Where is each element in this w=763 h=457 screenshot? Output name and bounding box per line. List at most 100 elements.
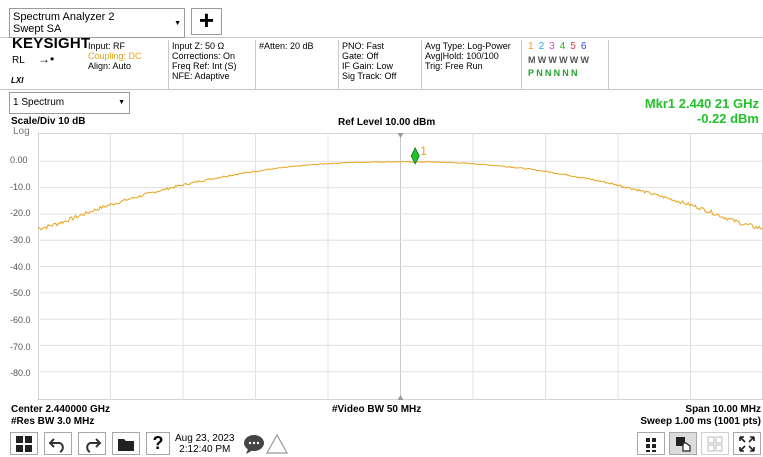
trace-type-row: MWWWWW <box>528 55 592 65</box>
input-label: Input: RF <box>88 41 126 51</box>
corrections-settings[interactable]: Input Z: 50 Ω Corrections: On Freq Ref: … <box>170 40 254 89</box>
trace-detector-row: PNNNNN <box>528 68 580 78</box>
file-button[interactable] <box>112 432 140 455</box>
divider <box>521 40 522 89</box>
input-z-label: Input Z: 50 Ω <box>172 41 225 51</box>
message-button[interactable] <box>243 433 265 457</box>
y-tick-label: -10.0 <box>10 182 31 192</box>
log-label: Log <box>13 126 30 137</box>
trace-number-6: 6 <box>580 41 587 52</box>
y-tick-label: -30.0 <box>10 235 31 245</box>
trace-number-5: 5 <box>570 41 576 52</box>
if-gain-label: IF Gain: Low <box>342 61 394 71</box>
time-label: 2:12:40 PM <box>179 444 231 455</box>
folder-icon <box>118 439 134 451</box>
marker-frequency-readout: Mkr1 2.440 21 GHz <box>644 96 759 111</box>
trace-1 <box>38 160 762 231</box>
ref-level-label: Ref Level 10.00 dBm <box>338 117 436 128</box>
multi-window-button[interactable] <box>637 432 665 455</box>
atten-settings[interactable]: #Atten: 20 dB <box>257 40 337 89</box>
span-label: Span 10.00 MHz <box>685 404 761 415</box>
mode-name: Spectrum Analyzer 2 <box>13 11 115 23</box>
mode-measurement-select[interactable]: Spectrum Analyzer 2 Swept SA ▼ <box>9 8 185 38</box>
freq-ref-label: Freq Ref: Int (S) <box>172 61 237 71</box>
center-tick-icon <box>397 395 404 400</box>
corrections-label: Corrections: On <box>172 51 236 61</box>
sig-track-label: Sig Track: Off <box>342 71 397 81</box>
top-bar: Spectrum Analyzer 2 Swept SA ▼ + <box>0 0 763 38</box>
settings-panel: KEYSIGHT RL →• LXI Input: RF Coupling: D… <box>0 35 763 90</box>
date-time: Aug 23, 2023 2:12:40 PM <box>175 433 235 455</box>
layout-grid-icon <box>707 436 723 452</box>
y-tick-label: -60.0 <box>10 315 31 325</box>
nfe-label: NFE: Adaptive <box>172 71 230 81</box>
undo-button[interactable] <box>44 432 72 455</box>
touch-mode-button[interactable] <box>669 432 697 455</box>
video-bw-label: #Video BW 50 MHz <box>332 404 422 415</box>
gate-label: Gate: Off <box>342 51 379 61</box>
avg-type-label: Avg Type: Log-Power <box>425 41 511 51</box>
trace-window-select[interactable]: 1 Spectrum ▼ <box>9 92 130 114</box>
marker-1[interactable]: 1 <box>410 144 427 165</box>
trace-window-label: 1 Spectrum <box>13 97 65 108</box>
fullscreen-button[interactable] <box>733 432 761 455</box>
trace-number-2: 2 <box>538 41 545 52</box>
divider <box>608 40 609 89</box>
measurement-name: Swept SA <box>13 23 62 35</box>
date-label: Aug 23, 2023 <box>175 433 235 444</box>
sweep-settings[interactable]: PNO: Fast Gate: Off IF Gain: Low Sig Tra… <box>340 40 420 89</box>
expand-arrows-icon <box>739 436 755 452</box>
spectrum-plot[interactable]: 1 <box>38 133 763 400</box>
coupling-label: Coupling: DC <box>88 51 142 61</box>
avg-hold-label: Avg|Hold: 100/100 <box>425 51 499 61</box>
dropdown-arrow-icon: ▼ <box>118 99 125 106</box>
windows-icon <box>16 436 32 452</box>
y-tick-label: -80.0 <box>10 368 31 378</box>
input-arrow-icon: →• <box>38 52 55 66</box>
chat-bubble-icon <box>244 435 264 454</box>
divider <box>338 40 339 89</box>
align-label: Align: Auto <box>88 61 132 71</box>
divider <box>421 40 422 89</box>
trig-label: Trig: Free Run <box>425 61 483 71</box>
brand-logo: KEYSIGHT <box>12 35 91 52</box>
divider <box>255 40 256 89</box>
help-button[interactable]: ? <box>146 432 170 455</box>
trace-number-3: 3 <box>549 41 555 52</box>
lxi-logo: LXI <box>11 76 24 85</box>
res-bw-label: #Res BW 3.0 MHz <box>11 416 95 427</box>
trace-number-1: 1 <box>528 41 534 52</box>
y-tick-label: -20.0 <box>10 208 31 218</box>
redo-button[interactable] <box>78 432 106 455</box>
atten-label: #Atten: 20 dB <box>259 41 314 51</box>
grid-dots-icon <box>646 438 656 452</box>
sweep-time-label: Sweep 1.00 ms (1001 pts) <box>640 416 761 427</box>
y-tick-label: -50.0 <box>10 288 31 298</box>
windows-start-button[interactable] <box>10 432 38 455</box>
center-tick-icon <box>397 133 404 138</box>
alert-button[interactable] <box>265 433 289 457</box>
dropdown-arrow-icon: ▼ <box>174 20 181 27</box>
add-screen-button[interactable]: + <box>191 7 222 35</box>
hand-pointer-icon <box>676 437 691 452</box>
y-tick-label: -40.0 <box>10 262 31 272</box>
input-settings[interactable]: Input: RF Coupling: DC Align: Auto <box>86 40 166 89</box>
redo-icon <box>86 438 102 453</box>
help-icon: ? <box>152 433 164 453</box>
marker-number-label: 1 <box>420 144 427 158</box>
graticule <box>38 133 763 400</box>
scale-div-label: Scale/Div 10 dB <box>11 116 86 127</box>
layout-button[interactable] <box>701 432 729 455</box>
divider <box>168 40 169 89</box>
marker-diamond-icon[interactable] <box>410 146 420 165</box>
rl-indicator: RL <box>12 55 25 66</box>
undo-icon <box>48 438 64 453</box>
y-tick-label: 0.00 <box>10 155 28 165</box>
y-tick-label: -70.0 <box>10 342 31 352</box>
pno-label: PNO: Fast <box>342 41 385 51</box>
avg-settings[interactable]: Avg Type: Log-Power Avg|Hold: 100/100 Tr… <box>423 40 519 89</box>
warning-triangle-icon <box>265 433 289 454</box>
trace-number-4: 4 <box>559 41 566 52</box>
